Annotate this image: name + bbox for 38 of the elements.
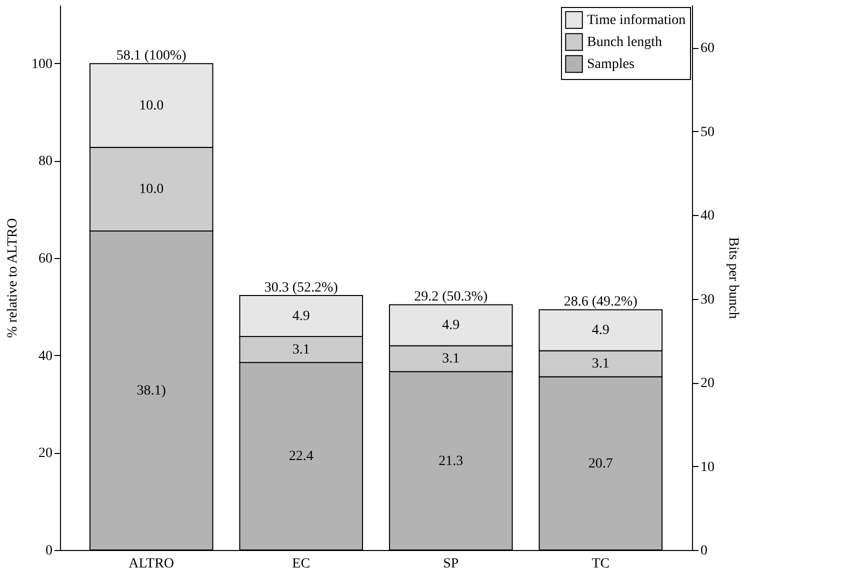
y2-tick-label: 40 — [700, 208, 714, 224]
data-label: 3.1 — [442, 352, 460, 367]
y2-tick-label: 10 — [700, 460, 714, 475]
total-label: 30.3 (52.2%) — [264, 280, 338, 296]
total-label: 28.6 (49.2%) — [564, 294, 638, 310]
total-label: 29.2 (50.3%) — [414, 290, 488, 305]
y2-tick-label: 0 — [700, 544, 708, 558]
y-tick-label: 40 — [38, 348, 52, 364]
data-label: 4.9 — [592, 323, 610, 338]
total-label: 58.1 (100%) — [116, 48, 187, 64]
legend-label: Bunch length — [587, 35, 662, 50]
x-tick-label: SP — [443, 556, 459, 572]
data-label: 3.1 — [592, 356, 610, 372]
y-tick-label: 80 — [38, 154, 52, 170]
data-label: 10.0 — [139, 98, 164, 114]
y-tick-label: 20 — [38, 446, 52, 462]
y-tick-label: 0 — [46, 544, 52, 558]
x-tick-label: EC — [292, 556, 310, 572]
data-label: 4.9 — [292, 309, 310, 324]
data-label: 22.4 — [288, 449, 314, 464]
data-label: 10.0 — [139, 182, 164, 198]
data-label: 20.7 — [588, 456, 613, 472]
y2-axis-title: Bits per bunch — [726, 237, 740, 319]
x-tick-label: ALTRO — [128, 556, 174, 572]
x-tick-label: TC — [592, 556, 610, 572]
data-label: 38.1) — [136, 384, 166, 399]
data-label: 4.9 — [442, 318, 460, 334]
data-label: 3.1 — [292, 342, 310, 358]
y-axis-title: % relative to ALTRO — [6, 218, 20, 338]
legend-label: Time information — [587, 13, 686, 28]
y2-tick-label: 50 — [700, 124, 714, 140]
legend-label: Samples — [587, 57, 634, 72]
y2-tick-label: 60 — [700, 41, 714, 56]
y-tick-label: 100 — [32, 56, 52, 72]
data-label: 21.3 — [438, 454, 464, 469]
y2-tick-label: 20 — [700, 376, 714, 392]
y2-tick-label: 30 — [700, 292, 714, 308]
y-tick-label: 60 — [38, 252, 52, 267]
